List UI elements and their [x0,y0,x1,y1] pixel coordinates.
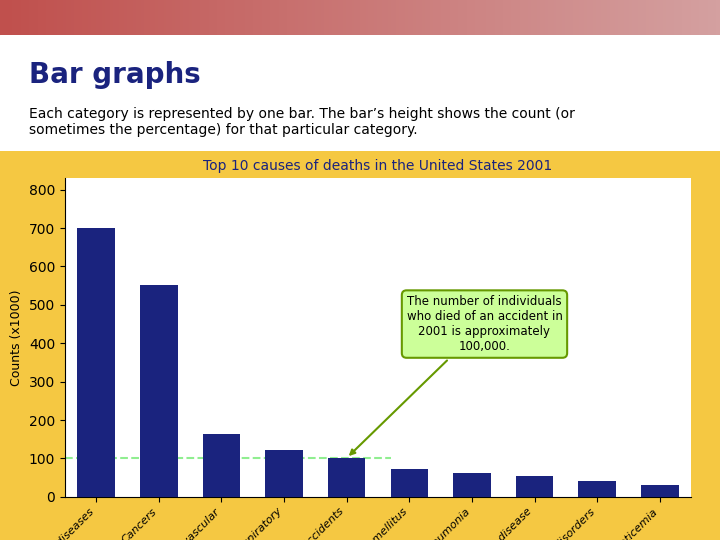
Bar [77,228,115,497]
Bar [578,482,616,497]
Bar [390,469,428,497]
Bar [265,450,303,497]
Bar [140,285,178,497]
Text: The number of individuals
who died of an accident in
2001 is approximately
100,0: The number of individuals who died of an… [351,295,562,455]
Bar [516,476,554,497]
Bar [202,434,240,497]
Text: Each category is represented by one bar. The bar’s height shows the count (or
so: Each category is represented by one bar.… [29,107,575,137]
Bar [453,473,491,497]
Title: Top 10 causes of deaths in the United States 2001: Top 10 causes of deaths in the United St… [203,159,553,173]
Bar [328,458,366,497]
Bar [641,484,679,497]
Text: Bar graphs: Bar graphs [29,60,201,89]
Y-axis label: Counts (x1000): Counts (x1000) [10,289,23,386]
